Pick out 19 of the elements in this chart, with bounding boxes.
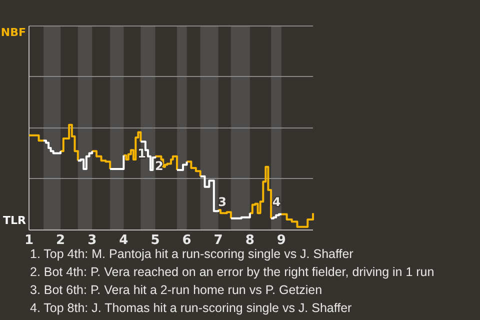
x-tick-label: 2 bbox=[56, 233, 66, 248]
annotation: 1 bbox=[138, 146, 146, 161]
x-tick-label: 5 bbox=[150, 233, 160, 248]
text: TLR bbox=[3, 214, 27, 228]
annotation: 3 bbox=[218, 194, 226, 209]
text: 3. Bot 6th: P. Vera hit a 2-run home run vs P. Getzien bbox=[30, 283, 322, 297]
x-tick-label: 3 bbox=[88, 233, 97, 248]
text: 4. Top 8th: J. Thomas hit a run-scoring single vs J. Shaffer bbox=[30, 301, 352, 315]
text: 1. Top 4th: M. Pantoja hit a run-scoring single vs J. Shaffer bbox=[30, 247, 354, 261]
x-tick-label: 1 bbox=[24, 233, 34, 248]
x-tick-label: 8 bbox=[245, 233, 254, 248]
x-tick-label: 6 bbox=[182, 233, 192, 248]
text: NBF bbox=[0, 26, 26, 40]
x-tick-label: 7 bbox=[214, 233, 223, 248]
x-tick-label: 9 bbox=[276, 233, 286, 248]
text: 2. Bot 4th: P. Vera reached on an error by the right fielder, driving in 1 run bbox=[30, 265, 434, 279]
x-tick-label: 4 bbox=[119, 233, 128, 248]
annotation: 4 bbox=[272, 194, 281, 209]
annotation: 2 bbox=[154, 159, 164, 174]
